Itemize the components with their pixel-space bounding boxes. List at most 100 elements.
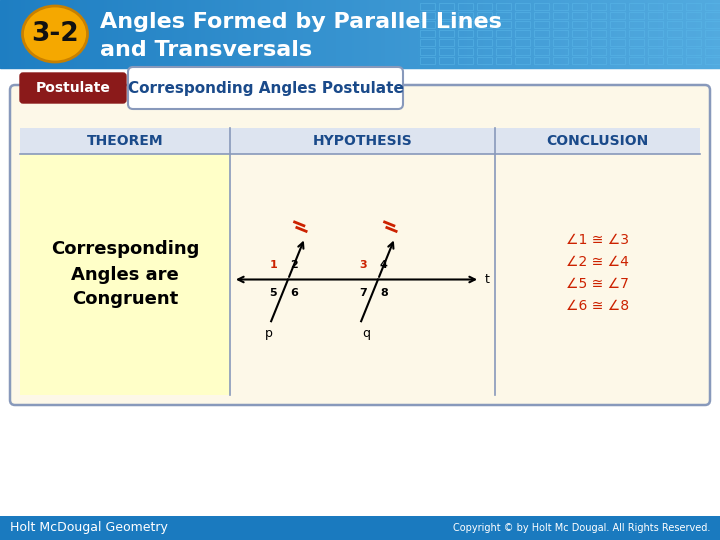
Bar bbox=[270, 0, 271, 68]
Bar bbox=[134, 0, 135, 68]
Bar bbox=[135, 0, 136, 68]
Bar bbox=[631, 0, 632, 68]
Bar bbox=[276, 0, 277, 68]
Bar bbox=[153, 0, 154, 68]
Bar bbox=[223, 0, 224, 68]
Bar bbox=[315, 0, 316, 68]
Bar bbox=[52, 0, 53, 68]
Bar bbox=[202, 0, 203, 68]
Bar bbox=[225, 0, 226, 68]
Bar bbox=[475, 0, 476, 68]
Bar bbox=[657, 0, 658, 68]
Bar bbox=[92, 0, 93, 68]
Bar bbox=[598, 0, 599, 68]
Bar bbox=[298, 0, 299, 68]
Bar bbox=[100, 0, 101, 68]
Bar bbox=[87, 0, 88, 68]
Text: CONCLUSION: CONCLUSION bbox=[546, 134, 649, 148]
Bar bbox=[464, 0, 465, 68]
Bar bbox=[563, 0, 564, 68]
Bar bbox=[272, 0, 273, 68]
Bar bbox=[130, 0, 131, 68]
Bar bbox=[555, 0, 556, 68]
Bar bbox=[704, 0, 705, 68]
Bar bbox=[36, 0, 37, 68]
Bar bbox=[650, 0, 651, 68]
Bar bbox=[456, 0, 457, 68]
Bar bbox=[68, 0, 69, 68]
Bar bbox=[177, 0, 178, 68]
Bar bbox=[448, 0, 449, 68]
Bar bbox=[19, 0, 20, 68]
Bar bbox=[668, 0, 669, 68]
Bar bbox=[534, 0, 535, 68]
Bar bbox=[72, 0, 73, 68]
Bar bbox=[472, 0, 473, 68]
Bar bbox=[438, 0, 439, 68]
Bar bbox=[445, 0, 446, 68]
Bar bbox=[294, 0, 295, 68]
Bar bbox=[571, 0, 572, 68]
Bar bbox=[514, 0, 515, 68]
Bar bbox=[333, 0, 334, 68]
Bar bbox=[172, 0, 173, 68]
Bar bbox=[461, 0, 462, 68]
Bar bbox=[551, 0, 552, 68]
Bar bbox=[702, 0, 703, 68]
Bar bbox=[104, 0, 105, 68]
Bar bbox=[329, 0, 330, 68]
Bar bbox=[575, 0, 576, 68]
Bar bbox=[170, 0, 171, 68]
Bar bbox=[462, 0, 463, 68]
Bar bbox=[63, 0, 64, 68]
Bar bbox=[338, 0, 339, 68]
Text: 5: 5 bbox=[269, 288, 277, 299]
Bar bbox=[623, 0, 624, 68]
Bar bbox=[425, 0, 426, 68]
Bar bbox=[553, 3, 568, 10]
Bar bbox=[718, 0, 719, 68]
Bar bbox=[279, 0, 280, 68]
Bar bbox=[570, 0, 571, 68]
Bar bbox=[645, 0, 646, 68]
Bar bbox=[211, 0, 212, 68]
Bar bbox=[560, 0, 561, 68]
Bar bbox=[45, 0, 46, 68]
Bar bbox=[669, 0, 670, 68]
Bar bbox=[552, 0, 553, 68]
Bar bbox=[647, 0, 648, 68]
Bar bbox=[515, 0, 516, 68]
Bar bbox=[236, 0, 237, 68]
Bar bbox=[667, 30, 682, 37]
Bar bbox=[54, 0, 55, 68]
Bar bbox=[3, 0, 4, 68]
Text: 1: 1 bbox=[269, 260, 277, 271]
Bar bbox=[107, 0, 108, 68]
Bar bbox=[498, 0, 499, 68]
Bar bbox=[434, 0, 435, 68]
Bar bbox=[458, 3, 473, 10]
Bar bbox=[29, 0, 30, 68]
Bar bbox=[483, 0, 484, 68]
Bar bbox=[121, 0, 122, 68]
Bar bbox=[350, 0, 351, 68]
Text: q: q bbox=[362, 327, 370, 340]
Bar bbox=[268, 0, 269, 68]
Bar bbox=[263, 0, 264, 68]
Bar bbox=[145, 0, 146, 68]
Bar bbox=[515, 30, 530, 37]
Bar bbox=[667, 39, 682, 46]
Bar bbox=[353, 0, 354, 68]
Bar bbox=[492, 0, 493, 68]
Bar bbox=[347, 0, 348, 68]
Bar bbox=[1, 0, 2, 68]
Bar bbox=[93, 0, 94, 68]
Bar bbox=[629, 21, 644, 28]
Bar bbox=[75, 0, 76, 68]
Bar bbox=[152, 0, 153, 68]
Bar bbox=[581, 0, 582, 68]
Bar bbox=[422, 0, 423, 68]
Bar bbox=[248, 0, 249, 68]
Bar bbox=[61, 0, 62, 68]
Bar bbox=[209, 0, 210, 68]
